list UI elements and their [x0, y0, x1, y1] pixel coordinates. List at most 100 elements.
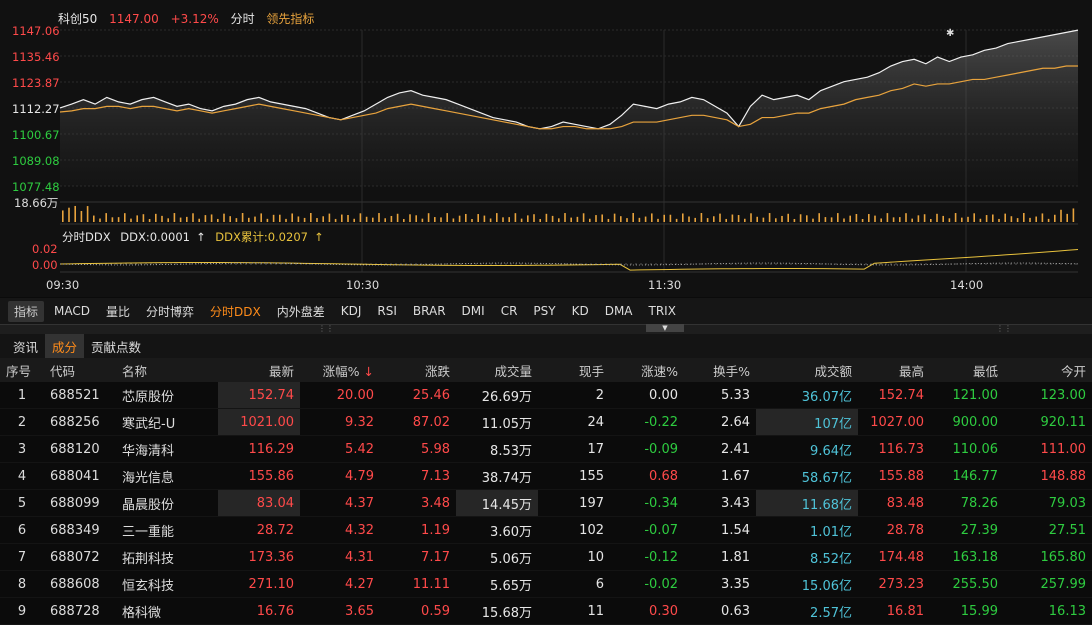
volume-bar: [582, 213, 585, 222]
table-row[interactable]: 1 688521 芯原股份 152.74 20.00 25.46 26.69万 2 0.00 5.…: [0, 382, 1092, 409]
table-row[interactable]: 6 688349 三一重能 28.72 4.32 1.19 3.60万 102 -0.07 1.5…: [0, 516, 1092, 544]
volume-bar: [111, 217, 114, 222]
cell-code: 688041: [44, 462, 116, 490]
volume-bar: [892, 217, 895, 222]
mode-label[interactable]: 分时: [230, 12, 255, 26]
price-change: +3.12%: [170, 12, 219, 26]
col-header[interactable]: 现手: [538, 358, 610, 382]
cell-cur: 155: [538, 462, 610, 490]
volume-bar: [62, 210, 64, 222]
intraday-chart[interactable]: ✱ 科创50 1147.00 +3.12% 分时 领先指标 1147.06 11…: [0, 0, 1092, 297]
cell-last: 16.76: [218, 597, 300, 625]
tab-volume-ratio[interactable]: 量比: [106, 304, 131, 319]
col-header[interactable]: 涨跌: [380, 358, 456, 382]
volume-bar: [564, 213, 566, 222]
tab-constituents[interactable]: 成分: [45, 333, 85, 359]
tab-trix[interactable]: TRIX: [648, 304, 676, 318]
col-header[interactable]: 最高: [858, 358, 930, 382]
cell-open: 123.00: [1004, 382, 1092, 409]
sort-down-icon: ↓: [363, 363, 374, 379]
tab-rsi[interactable]: RSI: [377, 304, 397, 318]
tab-dmi[interactable]: DMI: [461, 304, 485, 318]
tab-psy[interactable]: PSY: [533, 304, 556, 318]
panel-divider[interactable]: [0, 324, 1092, 334]
volume-bar: [235, 218, 238, 222]
tab-dma[interactable]: DMA: [604, 304, 633, 318]
table-row[interactable]: 7 688072 拓荆科技 173.36 4.31 7.17 5.06万 10 -0.12 1.8…: [0, 543, 1092, 571]
cell-name: 寒武纪-U: [116, 408, 218, 436]
col-header[interactable]: 最新: [218, 358, 300, 382]
volume-bar: [936, 213, 938, 222]
cell-last: 271.10: [218, 570, 300, 598]
col-header[interactable]: 成交量: [456, 358, 538, 382]
cell-open: 16.13: [1004, 597, 1092, 625]
tab-macd[interactable]: MACD: [54, 304, 90, 318]
tab-inner-outer[interactable]: 内外盘差: [276, 304, 325, 319]
volume-bar: [384, 218, 386, 222]
volume-bar: [992, 214, 994, 222]
tab-kdj[interactable]: KDJ: [340, 304, 362, 318]
cell-open: 79.03: [1004, 489, 1092, 517]
volume-bar: [657, 218, 659, 222]
table-row[interactable]: 3 688120 华海清科 116.29 5.42 5.98 8.53万 17 -0.09 2.4…: [0, 435, 1092, 463]
cell-vol: 26.69万: [456, 382, 538, 409]
volume-bar: [186, 216, 188, 222]
volume-bar: [663, 214, 665, 222]
tab-cr[interactable]: CR: [500, 304, 518, 318]
up-arrow-icon: ↑: [195, 230, 206, 244]
tab-indicator[interactable]: 指标: [8, 300, 45, 322]
col-header[interactable]: 换手%: [684, 358, 756, 382]
collapse-arrow-icon[interactable]: ▼: [646, 324, 684, 332]
volume-bar: [880, 218, 882, 222]
tab-brar[interactable]: BRAR: [412, 304, 446, 318]
cell-open: 257.99: [1004, 570, 1092, 598]
col-header[interactable]: 今开: [1004, 358, 1092, 382]
volume-bar: [372, 217, 374, 222]
col-header[interactable]: 序号: [0, 358, 44, 382]
grip-icon[interactable]: ⋮⋮: [996, 324, 1012, 333]
cell-high: 155.88: [858, 462, 930, 490]
volume-bar: [688, 216, 690, 222]
col-header[interactable]: 成交额: [756, 358, 858, 382]
price-tick: 1135.46: [12, 50, 60, 64]
tab-contribution[interactable]: 贡献点数: [91, 339, 142, 355]
ddx-cum-line: [59, 248, 1079, 271]
table-row[interactable]: 2 688256 寒武纪-U 1021.00 9.32 87.02 11.05万 24 -0.2…: [0, 408, 1092, 436]
price-tick: 1100.67: [12, 128, 60, 142]
table-row[interactable]: 9 688728 格科微 16.76 3.65 0.59 15.68万 11 0.30 0.63 2…: [0, 597, 1092, 625]
col-header-sorted[interactable]: 涨幅% ↓: [300, 358, 380, 382]
volume-bar: [644, 216, 647, 222]
cell-cur: 11: [538, 597, 610, 625]
cell-turnover: 2.64: [684, 408, 756, 436]
volume-bar: [744, 218, 746, 222]
table-row[interactable]: 5 688099 晶晨股份 83.04 4.37 3.48 14.45万 197 -0.34 3.…: [0, 489, 1092, 517]
table-row[interactable]: 4 688041 海光信息 155.86 4.79 7.13 38.74万 155 0.68 1.…: [0, 462, 1092, 490]
cell-chg: 1.19: [380, 516, 456, 544]
volume-bar: [1054, 214, 1056, 222]
col-header[interactable]: 名称: [116, 358, 218, 382]
col-header[interactable]: 涨速%: [610, 358, 684, 382]
cell-chg: 7.17: [380, 543, 456, 571]
volume-bar: [99, 218, 101, 222]
volume-bar: [198, 218, 200, 222]
volume-bar: [465, 213, 467, 222]
table-row[interactable]: 8 688608 恒玄科技 271.10 4.27 11.11 5.65万 6 -0.02 3.3…: [0, 570, 1092, 598]
tab-kd[interactable]: KD: [571, 304, 589, 318]
volume-bar: [799, 214, 802, 222]
cell-seq: 8: [0, 570, 44, 598]
volume-bar: [1047, 218, 1050, 222]
tab-intraday-game[interactable]: 分时博弈: [146, 304, 195, 319]
volume-bar: [954, 213, 957, 222]
cell-code: 688256: [44, 408, 116, 436]
ddx-header: 分时DDX DDX:0.0001 ↑ DDX累计:0.0207 ↑: [62, 229, 330, 245]
volume-bar: [1035, 216, 1037, 222]
col-header[interactable]: 最低: [930, 358, 1004, 382]
cell-code: 688728: [44, 597, 116, 625]
indicator-label[interactable]: 领先指标: [266, 12, 315, 26]
volume-bar: [136, 215, 138, 222]
tab-intraday-ddx[interactable]: 分时DDX: [210, 304, 261, 319]
tab-news[interactable]: 资讯: [13, 339, 39, 355]
col-header[interactable]: 代码: [44, 358, 116, 382]
grip-icon[interactable]: ⋮⋮: [318, 324, 334, 333]
cell-chg: 0.59: [380, 597, 456, 625]
